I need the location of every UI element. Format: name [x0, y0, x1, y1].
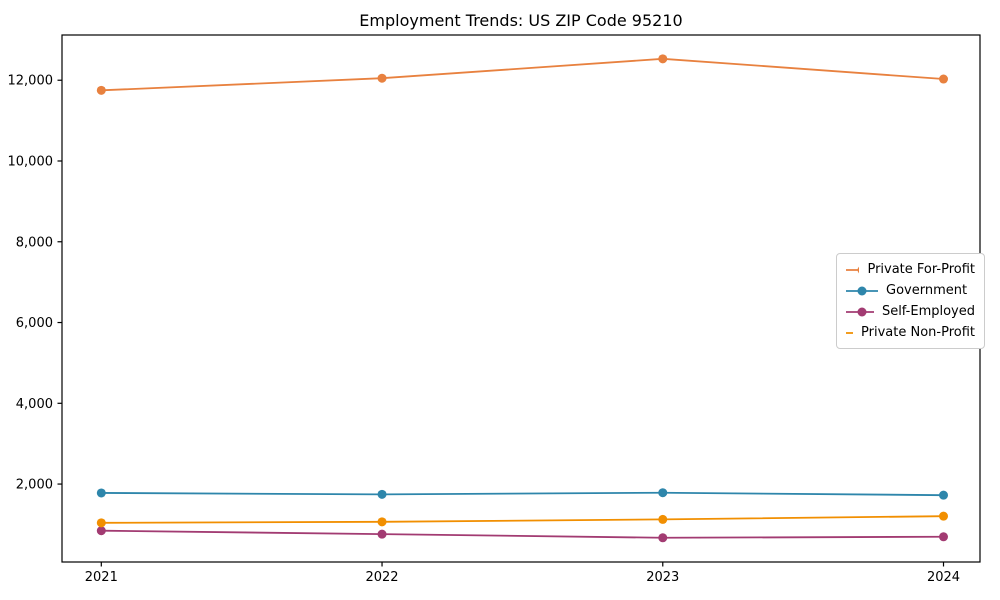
- chart-title: Employment Trends: US ZIP Code 95210: [359, 11, 683, 30]
- data-point-self-employed: [377, 529, 387, 539]
- series-line-private-non-profit: [101, 515, 944, 524]
- legend-marker-private-for-profit: [846, 265, 860, 274]
- legend-marker-private-non-profit: [846, 331, 854, 334]
- data-point-self-employed: [939, 532, 949, 542]
- legend-item-government: Government: [846, 282, 975, 299]
- x-tick-label: 2023: [646, 570, 679, 585]
- data-point-private-for-profit: [658, 54, 668, 64]
- x-tick-label: 2022: [365, 570, 398, 585]
- legend-label-private-for-profit: Private For-Profit: [867, 262, 975, 277]
- y-tick-label: 6,000: [16, 316, 53, 331]
- data-point-private-non-profit: [939, 511, 949, 521]
- data-point-private-for-profit: [377, 73, 387, 83]
- y-tick-label: 8,000: [16, 235, 53, 250]
- legend-label-private-non-profit: Private Non-Profit: [861, 325, 975, 340]
- data-point-self-employed: [96, 526, 106, 536]
- data-point-government: [96, 488, 106, 498]
- legend-item-private-non-profit: Private Non-Profit: [846, 324, 975, 341]
- series-line-government: [101, 491, 944, 497]
- x-tick-label: 2024: [927, 570, 960, 585]
- legend-label-self-employed: Self-Employed: [881, 304, 975, 319]
- legend-item-self-employed: Self-Employed: [846, 303, 975, 320]
- data-point-government: [658, 488, 668, 498]
- legend: Private For-Profit Government Self-Employe…: [836, 253, 985, 349]
- y-tick-label: 10,000: [8, 154, 54, 169]
- data-point-private-non-profit: [377, 517, 387, 527]
- data-point-private-for-profit: [96, 85, 106, 95]
- y-tick-label: 2,000: [16, 478, 53, 493]
- data-point-private-non-profit: [96, 518, 106, 528]
- data-point-private-non-profit: [658, 514, 668, 524]
- legend-marker-self-employed: [846, 307, 874, 316]
- data-point-government: [939, 490, 949, 500]
- data-point-private-for-profit: [939, 74, 949, 84]
- legend-item-private-for-profit: Private For-Profit: [846, 261, 975, 278]
- legend-label-government: Government: [886, 283, 968, 298]
- legend-marker-government: [846, 286, 878, 295]
- data-point-self-employed: [658, 533, 668, 543]
- series-line-self-employed: [101, 529, 944, 539]
- series-line-private-for-profit: [101, 57, 944, 92]
- y-tick-label: 4,000: [16, 397, 53, 412]
- x-tick-label: 2021: [85, 570, 118, 585]
- data-point-government: [377, 489, 387, 499]
- y-tick-label: 12,000: [8, 74, 54, 89]
